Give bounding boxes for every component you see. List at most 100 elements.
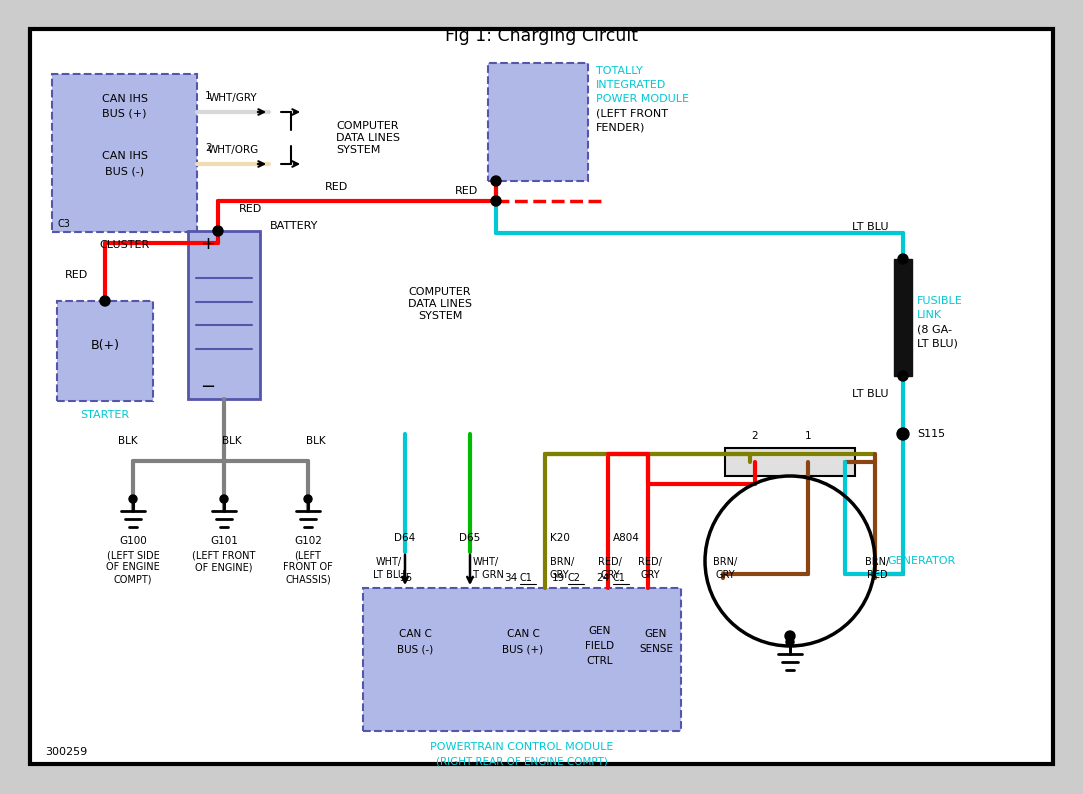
Text: WHT/: WHT/	[473, 557, 499, 567]
Circle shape	[898, 371, 908, 381]
Text: INTEGRATED: INTEGRATED	[596, 80, 666, 90]
Circle shape	[786, 638, 794, 646]
Text: CAN IHS: CAN IHS	[102, 151, 147, 161]
Text: C2: C2	[567, 573, 580, 583]
Text: G102: G102	[295, 536, 322, 546]
Text: RED: RED	[65, 270, 89, 280]
Text: S115: S115	[917, 429, 945, 439]
Text: −: −	[200, 378, 216, 396]
Text: K20: K20	[550, 533, 570, 543]
Text: BLK: BLK	[222, 436, 242, 446]
Text: CLUSTER: CLUSTER	[100, 240, 149, 250]
Text: (8 GA-: (8 GA-	[917, 324, 952, 334]
Text: GEN: GEN	[644, 629, 667, 639]
Text: G100: G100	[119, 536, 147, 546]
Text: GRY: GRY	[550, 570, 570, 580]
Text: GRY: GRY	[640, 570, 660, 580]
Text: CHASSIS): CHASSIS)	[285, 574, 331, 584]
Text: 34: 34	[505, 573, 518, 583]
Text: +: +	[200, 235, 216, 253]
Text: BUS (+): BUS (+)	[503, 644, 544, 654]
Text: FUSIBLE: FUSIBLE	[917, 296, 963, 306]
Text: 300259: 300259	[45, 747, 88, 757]
Text: WHT/GRY: WHT/GRY	[209, 93, 258, 103]
Bar	[188, 231, 260, 399]
Text: Fig 1: Charging Circuit: Fig 1: Charging Circuit	[445, 27, 638, 45]
Text: LT BLU: LT BLU	[373, 570, 405, 580]
Text: GRY: GRY	[600, 570, 619, 580]
Text: BLK: BLK	[306, 436, 326, 446]
Text: CAN IHS: CAN IHS	[102, 94, 147, 104]
Circle shape	[220, 495, 229, 503]
Text: RED: RED	[238, 204, 262, 214]
Circle shape	[491, 196, 501, 206]
Text: WHT/ORG: WHT/ORG	[207, 145, 259, 155]
Text: FIELD: FIELD	[586, 641, 614, 651]
Text: TOTALLY: TOTALLY	[596, 66, 642, 76]
Text: 1: 1	[205, 91, 211, 101]
Text: FENDER): FENDER)	[596, 122, 645, 132]
Bar	[488, 63, 588, 181]
Circle shape	[785, 631, 795, 641]
Text: POWER MODULE: POWER MODULE	[596, 94, 689, 104]
Text: GEN: GEN	[589, 626, 611, 636]
Text: POWERTRAIN CONTROL MODULE: POWERTRAIN CONTROL MODULE	[430, 742, 614, 752]
Text: RED: RED	[866, 570, 887, 580]
Text: BRN/: BRN/	[713, 557, 738, 567]
Text: (RIGHT REAR OF ENGINE COMPT): (RIGHT REAR OF ENGINE COMPT)	[436, 756, 608, 766]
Text: OF ENGINE): OF ENGINE)	[195, 562, 252, 572]
Text: 19: 19	[551, 573, 564, 583]
Text: (LEFT FRONT: (LEFT FRONT	[193, 550, 256, 560]
Text: COMPUTER
DATA LINES
SYSTEM: COMPUTER DATA LINES SYSTEM	[408, 287, 472, 321]
Text: CAN C: CAN C	[399, 629, 431, 639]
Text: STARTER: STARTER	[80, 410, 130, 420]
Text: LT BLU: LT BLU	[852, 222, 889, 232]
Text: RED: RED	[325, 182, 349, 192]
Text: OF ENGINE: OF ENGINE	[106, 562, 160, 572]
Text: COMPUTER
DATA LINES
SYSTEM: COMPUTER DATA LINES SYSTEM	[336, 121, 400, 155]
Text: LT GRN: LT GRN	[469, 570, 504, 580]
Text: COMPT): COMPT)	[114, 574, 153, 584]
Bar	[363, 588, 681, 731]
Bar	[57, 301, 153, 401]
Text: BRN/: BRN/	[550, 557, 574, 567]
Text: RED: RED	[455, 186, 478, 196]
Text: C1: C1	[613, 573, 626, 583]
Text: LT BLU: LT BLU	[852, 389, 889, 399]
Text: (LEFT: (LEFT	[295, 550, 322, 560]
Text: C1: C1	[520, 573, 533, 583]
Text: RED/: RED/	[598, 557, 622, 567]
Text: D64: D64	[394, 533, 416, 543]
Circle shape	[213, 226, 223, 236]
Text: G101: G101	[210, 536, 238, 546]
Text: (LEFT SIDE: (LEFT SIDE	[106, 550, 159, 560]
Text: BUS (-): BUS (-)	[396, 644, 433, 654]
Text: SENSE: SENSE	[639, 644, 673, 654]
Text: FRONT OF: FRONT OF	[283, 562, 332, 572]
Circle shape	[491, 176, 501, 186]
Text: CTRL: CTRL	[587, 656, 613, 666]
Text: LINK: LINK	[917, 310, 942, 320]
Text: A804: A804	[613, 533, 640, 543]
Text: 1: 1	[805, 431, 811, 441]
Text: BUS (+): BUS (+)	[102, 109, 147, 119]
Bar	[893, 259, 912, 376]
Circle shape	[898, 254, 908, 264]
Text: (LEFT FRONT: (LEFT FRONT	[596, 108, 668, 118]
Text: CAN C: CAN C	[507, 629, 539, 639]
Circle shape	[897, 428, 909, 440]
Text: RED/: RED/	[638, 557, 662, 567]
Text: BLK: BLK	[118, 436, 138, 446]
Circle shape	[304, 495, 312, 503]
Text: BUS (-): BUS (-)	[105, 166, 144, 176]
Text: LT BLU): LT BLU)	[917, 338, 957, 348]
Bar	[52, 74, 197, 232]
Text: BATTERY: BATTERY	[270, 221, 318, 231]
Text: D65: D65	[459, 533, 481, 543]
Circle shape	[100, 296, 110, 306]
Text: GENERATOR: GENERATOR	[887, 556, 955, 566]
Text: WHT/: WHT/	[376, 557, 402, 567]
Bar	[725, 448, 854, 476]
Text: B(+): B(+)	[91, 338, 119, 352]
Text: BRN/: BRN/	[865, 557, 889, 567]
